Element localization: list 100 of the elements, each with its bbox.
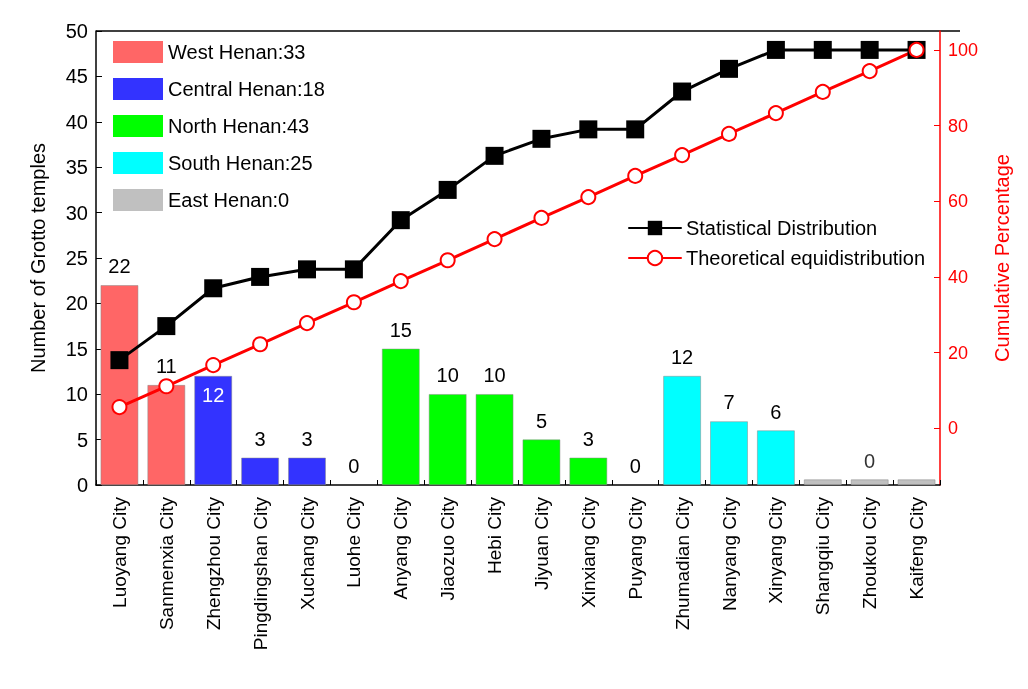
point — [813, 40, 832, 59]
x-tick-label: Hebi City — [484, 496, 506, 575]
x-tick-label: Jiaozuo City — [437, 496, 459, 601]
data-label: 11 — [155, 355, 177, 378]
point — [533, 209, 550, 226]
bar — [428, 394, 467, 485]
x-tick-label: Sanmenxia City — [155, 496, 177, 631]
annotation: 0 — [864, 449, 876, 472]
point — [110, 351, 129, 370]
point — [111, 399, 128, 416]
legend-label: Central Henan:18 — [168, 78, 325, 100]
x-tick-label: Jiyuan City — [530, 496, 552, 590]
x-tick-label: Pingdingshan City — [249, 496, 271, 651]
y-tick-label: 20 — [65, 292, 88, 315]
x-tick-label: Xinxiang City — [577, 496, 599, 608]
y2-tick-label: 0 — [948, 418, 959, 439]
y-tick-label: 30 — [65, 201, 88, 224]
y2-tick-label: 80 — [948, 115, 969, 136]
data-label: 3 — [301, 427, 313, 450]
data-label: 3 — [582, 427, 594, 450]
data-label: 3 — [254, 427, 266, 450]
x-tick-label: Shangqiu City — [812, 496, 834, 616]
x-tick-label: Puyang City — [624, 496, 646, 600]
legend-label: East Henan:0 — [168, 189, 290, 211]
point — [626, 120, 645, 139]
bar — [147, 385, 186, 485]
x-tick-label: Zhumadian City — [671, 496, 693, 631]
point — [158, 378, 175, 395]
bar — [757, 430, 795, 485]
bar — [100, 285, 139, 485]
point — [627, 167, 644, 184]
data-label: 10 — [483, 364, 506, 387]
point — [721, 125, 737, 142]
data-label: 22 — [108, 255, 131, 278]
point — [673, 82, 692, 101]
data-label: 0 — [348, 455, 360, 477]
bar — [850, 479, 889, 485]
point — [299, 315, 315, 332]
data-label: 12 — [670, 346, 694, 369]
bar — [663, 376, 701, 485]
bar — [804, 479, 842, 485]
bar — [710, 421, 748, 485]
y-tick-label: 40 — [65, 110, 88, 133]
point — [532, 129, 551, 148]
y2-tick-label: 60 — [948, 191, 969, 212]
point — [391, 211, 410, 230]
y-tick-label: 15 — [65, 337, 88, 360]
data-label: 0 — [629, 455, 641, 477]
point — [579, 120, 598, 139]
data-label: 5 — [535, 409, 548, 432]
point — [438, 180, 457, 199]
y-axis-title: Number of Grotto temples — [27, 142, 49, 374]
legend-label: Theoretical equidistribution — [685, 247, 926, 269]
y-tick-label: 25 — [65, 247, 88, 269]
y2-axis-title: Cumulative Percentage — [991, 154, 1013, 362]
point — [252, 336, 269, 353]
x-tick-label: Xuchang City — [296, 496, 318, 611]
point — [205, 357, 222, 374]
data-label: 15 — [389, 318, 412, 341]
y2-tick-label: 100 — [948, 39, 979, 60]
point — [392, 273, 409, 290]
data-label: 12 — [202, 384, 225, 407]
point — [298, 260, 316, 279]
point — [860, 40, 879, 59]
x-tick-label: Luoyang City — [108, 496, 130, 608]
point — [345, 294, 362, 311]
y2-tick-label: 40 — [948, 266, 969, 287]
data-label: 7 — [723, 391, 735, 414]
bar — [194, 376, 232, 485]
legend-label: West Henan:33 — [168, 41, 306, 63]
point — [861, 63, 878, 80]
y-tick-label: 45 — [65, 65, 88, 88]
point — [580, 189, 597, 206]
y-tick-label: 35 — [65, 156, 88, 179]
bar — [569, 457, 608, 485]
y-tick-label: 5 — [76, 428, 88, 451]
x-tick-label: Zhoukou City — [859, 496, 881, 609]
y-tick-label: 50 — [65, 20, 88, 42]
point — [767, 105, 784, 122]
point — [720, 59, 738, 78]
bar — [241, 457, 279, 485]
bar — [475, 394, 514, 485]
bar — [522, 439, 561, 485]
point — [344, 260, 363, 279]
point — [251, 267, 270, 286]
point — [204, 279, 223, 298]
legend-label: South Henan:25 — [168, 152, 313, 174]
point — [814, 83, 831, 100]
y-tick-label: 10 — [65, 383, 88, 406]
x-tick-label: Nanyang City — [718, 496, 740, 612]
bar — [382, 348, 420, 485]
point — [439, 252, 456, 269]
x-tick-label: Luohe City — [343, 496, 365, 588]
x-tick-label: Kaifeng City — [906, 496, 928, 600]
point — [766, 40, 785, 59]
bar — [897, 479, 936, 485]
point — [674, 147, 691, 164]
point — [486, 231, 503, 248]
x-tick-label: Zhengzhou City — [202, 496, 224, 631]
point — [485, 146, 504, 165]
